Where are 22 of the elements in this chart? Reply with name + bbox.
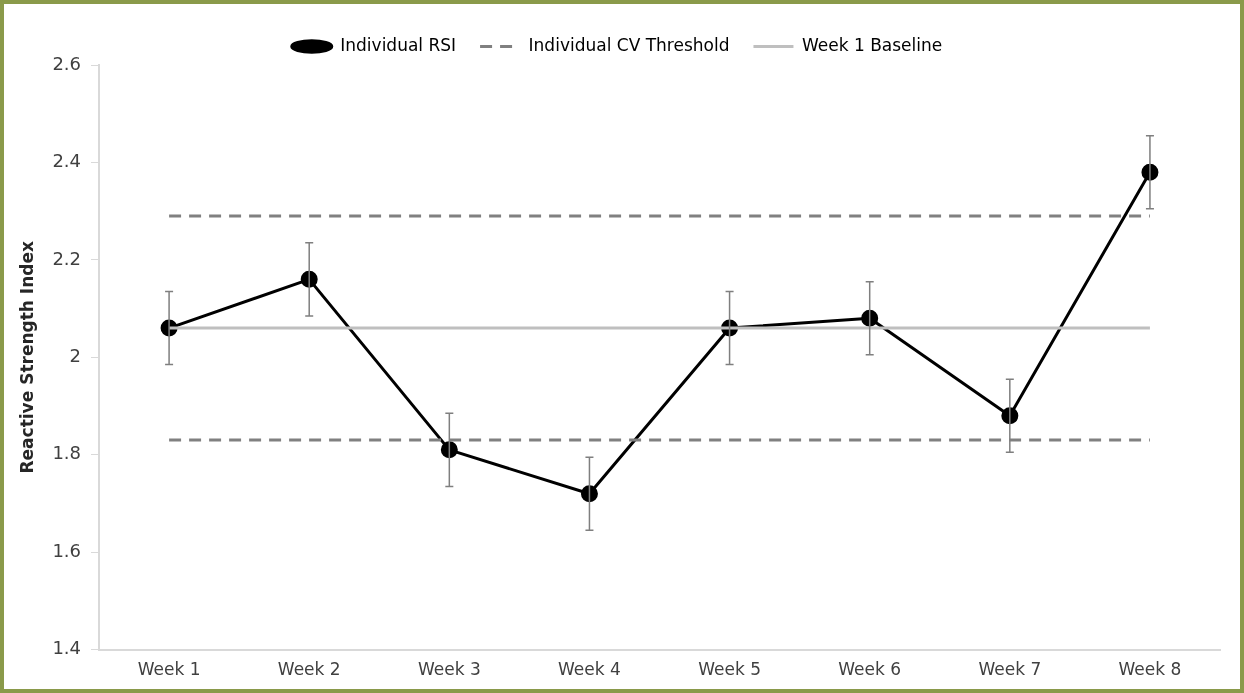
y-tick-label: 1.6 <box>52 539 82 561</box>
x-tick-label: Week 7 <box>978 659 1042 680</box>
y-tick-label: 1.8 <box>52 442 82 464</box>
y-axis-title: Reactive Strength Index <box>16 241 37 474</box>
x-tick-label: Week 5 <box>698 659 761 680</box>
point <box>580 485 598 503</box>
y-tick-label: 2 <box>69 344 82 366</box>
legend-label: Week 1 Baseline <box>801 34 943 55</box>
point <box>861 309 879 327</box>
x-tick-label: Week 3 <box>417 659 481 680</box>
x-tick-label: Week 8 <box>1118 659 1182 680</box>
x-tick-label: Week 4 <box>558 659 621 680</box>
x-tick-label: Week 2 <box>277 659 341 680</box>
y-tick-label: 2.2 <box>52 247 82 269</box>
point <box>440 441 458 459</box>
y-tick-label: 2.6 <box>52 52 82 74</box>
y-tick-label: 1.4 <box>52 637 82 659</box>
y-tick-label: 2.4 <box>52 150 82 172</box>
legend-label: Individual RSI <box>340 34 457 55</box>
x-tick-label: Week 1 <box>137 659 201 680</box>
legend-label: Individual CV Threshold <box>528 34 730 55</box>
x-tick-label: Week 6 <box>838 659 902 680</box>
